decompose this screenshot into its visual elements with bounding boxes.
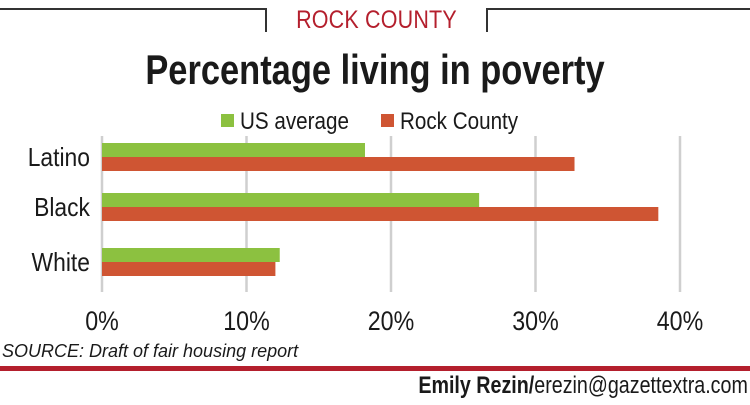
bar-white-rock-county — [102, 262, 276, 276]
x-tick-label-4: 40% — [657, 306, 703, 336]
x-tick-label-3: 30% — [512, 306, 558, 336]
bar-white-us-average — [102, 248, 280, 262]
legend-swatch-us-average — [221, 114, 234, 127]
legend-label-us-average: US average — [240, 108, 349, 135]
kicker-box: ROCK COUNTY — [265, 5, 488, 34]
byline: Emily Rezin/erezin@gazettextra.com — [418, 372, 748, 400]
x-tick-label-1: 10% — [223, 306, 269, 336]
x-tick-label-2: 20% — [368, 306, 414, 336]
bar-black-us-average — [102, 193, 480, 207]
chart-legend: US average Rock County — [221, 108, 519, 135]
footer-rule — [0, 366, 750, 371]
byline-name: Emily Rezin/ — [418, 372, 535, 399]
kicker-label: ROCK COUNTY — [296, 5, 457, 34]
bar-latino-us-average — [102, 143, 365, 157]
source-note: SOURCE: Draft of fair housing report — [2, 341, 299, 361]
legend-swatch-rock-county — [381, 114, 394, 127]
x-axis-tick-labels: 0% 10% 20% 30% 40% — [85, 306, 703, 336]
bar-black-rock-county — [102, 207, 659, 221]
category-labels: Latino Black White — [28, 144, 91, 278]
legend-label-rock-county: Rock County — [400, 108, 519, 135]
bar-chart: US average Rock County Latino Black White 0… — [28, 108, 704, 337]
category-label-white: White — [32, 249, 90, 278]
chart-bars — [102, 143, 659, 276]
byline-email: erezin@gazettextra.com — [534, 372, 748, 399]
category-label-latino: Latino — [28, 144, 90, 173]
x-tick-label-0: 0% — [85, 306, 119, 336]
bar-latino-rock-county — [102, 157, 575, 171]
chart-title: Percentage living in poverty — [145, 46, 605, 93]
category-label-black: Black — [34, 194, 91, 223]
